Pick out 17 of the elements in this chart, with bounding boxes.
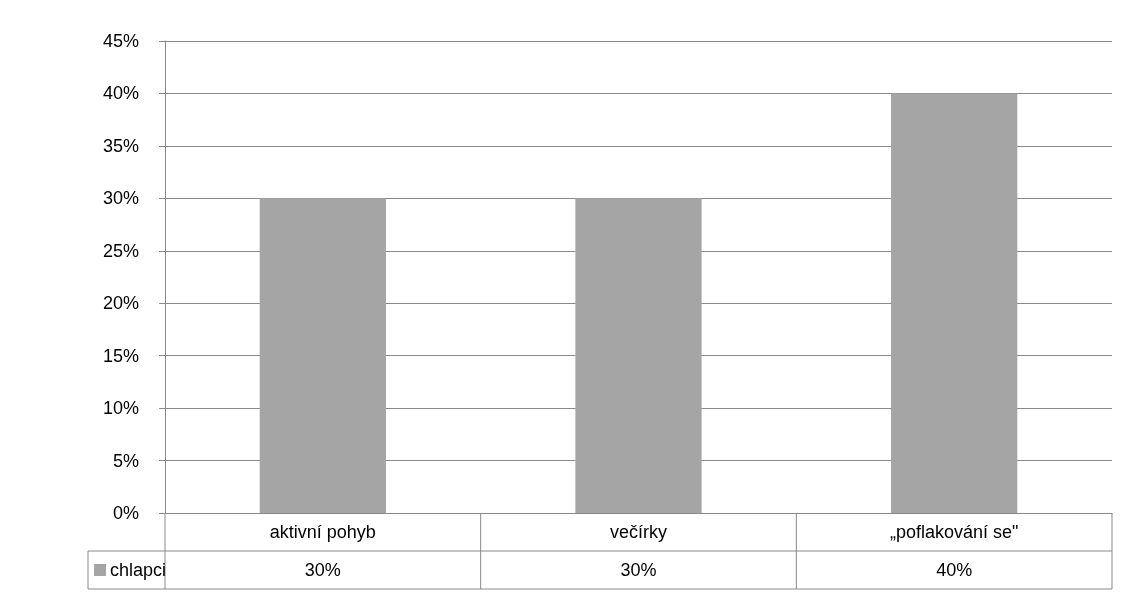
y-tick-label: 35% — [102, 135, 139, 156]
y-tick-label: 20% — [102, 293, 139, 314]
legend-label: chlapci — [110, 560, 167, 580]
data-label: 40% — [936, 560, 973, 580]
x-tick-label: aktivní pohyb — [269, 522, 376, 542]
y-tick-label: 5% — [112, 450, 139, 471]
data-label: 30% — [620, 560, 657, 580]
data-label: 30% — [304, 560, 341, 580]
y-tick-label: 15% — [102, 345, 139, 366]
y-tick-label: 30% — [102, 188, 139, 209]
y-tick-label: 10% — [102, 398, 139, 419]
y-tick-label: 0% — [112, 503, 139, 523]
y-tick-label: 45% — [102, 31, 139, 51]
x-tick-label: večírky — [609, 522, 668, 542]
y-tick-label: 25% — [102, 240, 139, 261]
y-tick-label: 40% — [102, 83, 139, 104]
x-tick-label: „poflakování se" — [889, 522, 1019, 542]
